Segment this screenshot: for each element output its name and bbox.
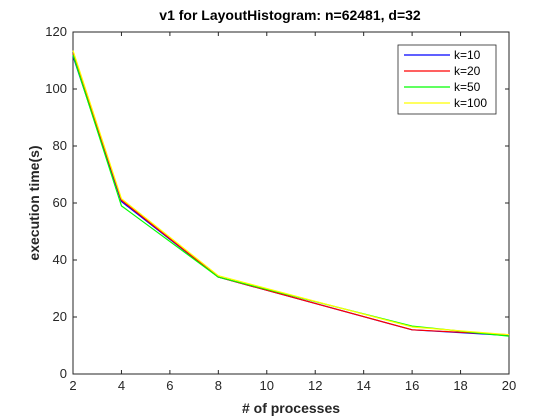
y-tick-label: 80 <box>53 138 67 153</box>
legend-items: k=10 k=20 k=50 k=100 <box>404 48 487 110</box>
x-tick-label: 12 <box>308 378 322 393</box>
x-axis-label: # of processes <box>242 400 340 416</box>
legend-label: k=20 <box>454 64 481 78</box>
x-tick-label: 18 <box>453 378 467 393</box>
x-tick-label: 10 <box>260 378 274 393</box>
x-tick-label: 4 <box>118 378 125 393</box>
legend-label: k=100 <box>454 96 487 110</box>
series-layer <box>72 50 510 337</box>
y-tick-label: 100 <box>45 81 67 96</box>
legend-label: k=10 <box>454 48 481 62</box>
series-line-k-100 <box>72 50 510 336</box>
y-tick-label: 60 <box>53 195 67 210</box>
y-tick-label: 20 <box>53 309 67 324</box>
x-tick-label: 6 <box>166 378 173 393</box>
y-axis-label: execution time(s) <box>26 145 42 260</box>
x-tick-label: 8 <box>215 378 222 393</box>
y-tick-label: 0 <box>60 366 67 381</box>
y-tick-label: 40 <box>53 252 67 267</box>
x-tick-label: 14 <box>356 378 370 393</box>
legend-label: k=50 <box>454 80 481 94</box>
x-tick-label: 20 <box>502 378 516 393</box>
x-tick-label: 2 <box>69 378 76 393</box>
y-tick-label: 120 <box>45 24 67 39</box>
chart-title: v1 for LayoutHistogram: n=62481, d=32 <box>159 7 421 23</box>
legend: k=10 k=20 k=50 k=100 <box>397 44 497 115</box>
x-tick-label: 16 <box>405 378 419 393</box>
ticks-layer: 2 4 6 8 10 12 14 16 18 20 0 20 40 60 80 100 120 <box>45 24 516 393</box>
